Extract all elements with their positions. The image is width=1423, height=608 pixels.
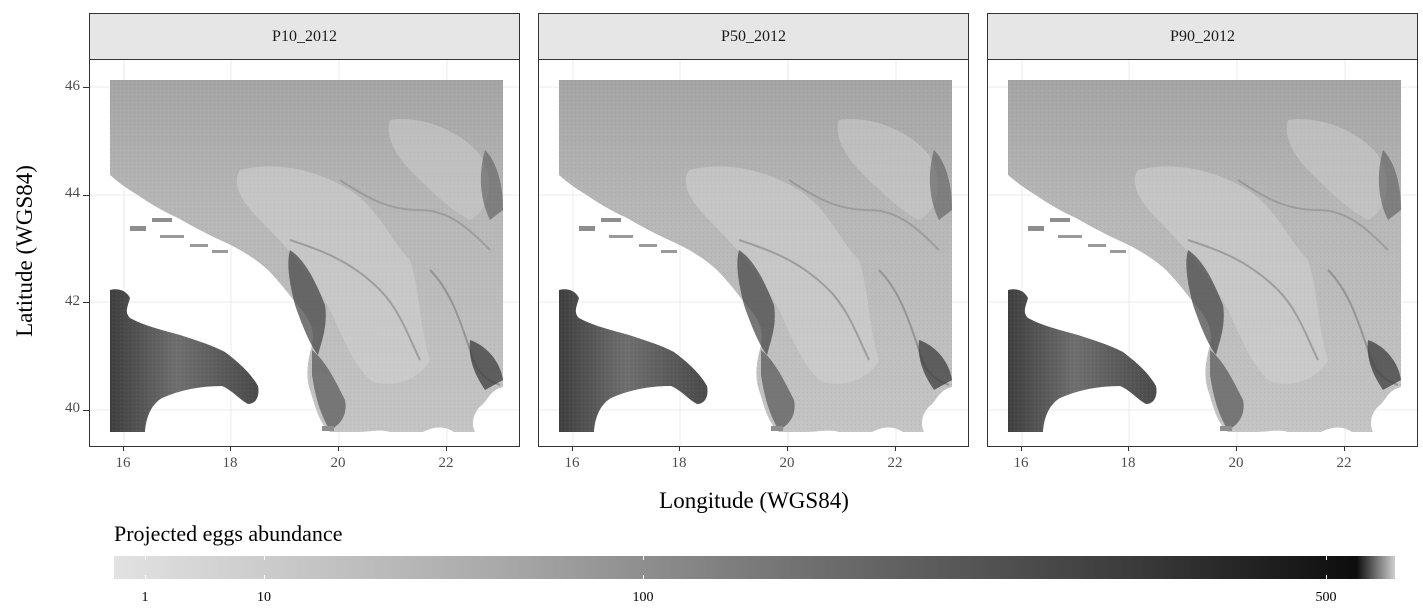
legend-tick-label: 1 — [141, 590, 149, 605]
y-tick-label: 44 — [65, 185, 80, 201]
facet-strip: P10_2012 — [89, 13, 520, 60]
y-tick-label: 40 — [65, 400, 80, 416]
x-tick-label: 18 — [671, 455, 687, 471]
y-tick-mark — [83, 410, 89, 411]
y-tick-mark — [83, 302, 89, 303]
x-tick-marks: 16 18 20 22 — [538, 446, 969, 472]
map-plot-area — [538, 59, 969, 447]
map-canvas — [90, 60, 519, 446]
x-tick-label: 22 — [438, 455, 454, 471]
facet-strip: P90_2012 — [987, 13, 1418, 60]
x-tick-label: 18 — [222, 455, 238, 471]
x-tick-label: 20 — [779, 455, 795, 471]
map-canvas — [539, 60, 968, 446]
x-tick-label: 18 — [1120, 455, 1136, 471]
map-canvas — [988, 60, 1417, 446]
legend-tick-label: 500 — [1315, 590, 1337, 605]
y-tick-label: 42 — [65, 293, 80, 309]
x-tick-label: 22 — [887, 455, 903, 471]
legend-colorbar — [114, 556, 1395, 579]
map-plot-area — [89, 59, 520, 447]
facet-strip: P50_2012 — [538, 13, 969, 60]
strip-label: P90_2012 — [1170, 27, 1235, 45]
y-tick-mark — [83, 87, 89, 88]
x-tick-label: 16 — [564, 455, 580, 471]
legend-tick-label: 100 — [632, 590, 654, 605]
x-tick-marks: 16 18 20 22 — [987, 446, 1418, 472]
x-tick-label: 20 — [1228, 455, 1244, 471]
y-tick-mark — [83, 195, 89, 196]
facet-panel-p90: P90_2012 — [987, 13, 1418, 447]
map-plot-area — [987, 59, 1418, 447]
x-tick-marks: 16 18 20 22 — [89, 446, 520, 472]
y-tick-label: 46 — [65, 78, 80, 94]
facet-panel-p10: P10_2012 — [89, 13, 520, 447]
x-tick-label: 22 — [1336, 455, 1352, 471]
legend-tick-label: 10 — [257, 590, 271, 605]
x-tick-label: 16 — [1013, 455, 1029, 471]
x-tick-label: 20 — [330, 455, 346, 471]
y-axis-title: Latitude (WGS84) — [12, 165, 37, 337]
x-axis-title: Longitude (WGS84) — [659, 488, 849, 513]
strip-label: P10_2012 — [272, 27, 337, 45]
strip-label: P50_2012 — [721, 27, 786, 45]
legend-title: Projected eggs abundance — [114, 521, 343, 546]
facet-panel-p50: P50_2012 — [538, 13, 969, 447]
x-tick-label: 16 — [115, 455, 131, 471]
